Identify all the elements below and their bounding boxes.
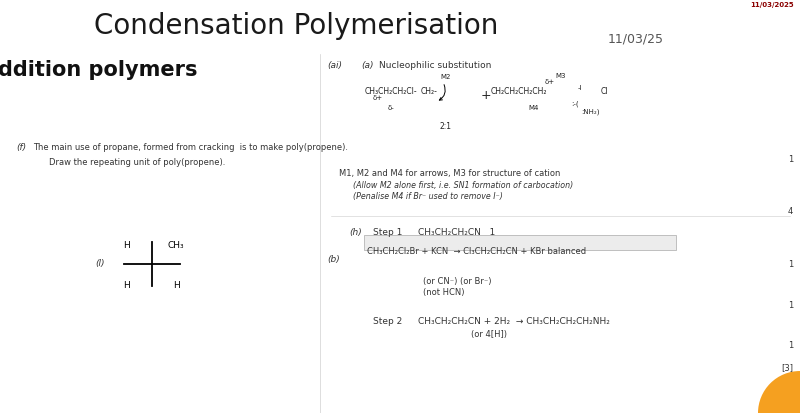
Text: -I: -I	[578, 85, 582, 91]
Text: Step 2: Step 2	[373, 316, 402, 325]
FancyArrowPatch shape	[439, 85, 445, 101]
Text: CH₃: CH₃	[168, 240, 184, 249]
Text: δ+: δ+	[373, 95, 383, 101]
Text: [3]: [3]	[781, 362, 793, 371]
Text: Step 1: Step 1	[373, 228, 402, 237]
Text: 1: 1	[788, 300, 793, 309]
Text: δ+: δ+	[545, 79, 555, 85]
Text: :-(: :-(	[571, 100, 578, 106]
Text: (ai): (ai)	[327, 61, 342, 70]
Text: M1, M2 and M4 for arrows, M3 for structure of cation: M1, M2 and M4 for arrows, M3 for structu…	[339, 169, 560, 178]
Text: (Penalise M4 if Br⁻ used to remove I⁻): (Penalise M4 if Br⁻ used to remove I⁻)	[353, 192, 503, 201]
Text: CH₃CH₂CH₂CN   1: CH₃CH₂CH₂CN 1	[418, 228, 495, 237]
Text: (h): (h)	[349, 228, 362, 237]
Text: 4: 4	[788, 206, 793, 216]
Text: (or CN⁻) (or Br⁻): (or CN⁻) (or Br⁻)	[423, 276, 491, 285]
FancyBboxPatch shape	[364, 235, 676, 250]
Text: CH₃CH₂CH₂Cl-: CH₃CH₂CH₂Cl-	[365, 87, 418, 96]
Text: Cl: Cl	[601, 87, 609, 96]
Text: :NH₂): :NH₂)	[581, 108, 599, 114]
Text: δ-: δ-	[388, 105, 394, 111]
Text: H: H	[122, 240, 130, 249]
Text: (a): (a)	[361, 61, 374, 70]
Text: M2: M2	[440, 74, 450, 80]
Text: H: H	[173, 280, 179, 289]
Text: 11/03/25: 11/03/25	[608, 32, 664, 45]
Text: ddition polymers: ddition polymers	[0, 60, 198, 80]
Text: (not HCN): (not HCN)	[423, 287, 465, 296]
Text: Nucleophilic substitution: Nucleophilic substitution	[379, 61, 491, 70]
Text: The main use of propane, formed from cracking  is to make poly(propene).: The main use of propane, formed from cra…	[33, 143, 348, 152]
Text: M3: M3	[555, 73, 566, 79]
Text: M4: M4	[528, 105, 538, 111]
Text: CH₃CH₂Cl₂Br + KCN  → Cl₃CH₂CH₂CN + KBr balanced: CH₃CH₂Cl₂Br + KCN → Cl₃CH₂CH₂CN + KBr ba…	[367, 247, 586, 255]
Text: 1: 1	[788, 259, 793, 268]
Text: Condensation Polymerisation: Condensation Polymerisation	[94, 12, 498, 40]
Text: 11/03/2025: 11/03/2025	[750, 2, 794, 8]
Text: (b): (b)	[327, 254, 340, 263]
Text: CH₃CH₂CH₂CN + 2H₂  → CH₃CH₂CH₂CH₂NH₂: CH₃CH₂CH₂CN + 2H₂ → CH₃CH₂CH₂CH₂NH₂	[418, 316, 610, 325]
Text: 1: 1	[788, 340, 793, 349]
Text: (or 4[H]): (or 4[H])	[471, 329, 507, 338]
Text: Draw the repeating unit of poly(propene).: Draw the repeating unit of poly(propene)…	[49, 158, 226, 166]
Text: CH₂-: CH₂-	[421, 87, 438, 96]
Text: CH₂CH₂CH₂CH₂: CH₂CH₂CH₂CH₂	[491, 87, 547, 96]
Text: (l): (l)	[95, 258, 105, 267]
Text: +: +	[481, 89, 492, 102]
Text: 2:1: 2:1	[439, 122, 451, 131]
Wedge shape	[758, 371, 800, 413]
Text: 1: 1	[788, 155, 793, 164]
Text: (f): (f)	[16, 143, 26, 152]
Text: H: H	[122, 280, 130, 289]
Text: (Allow M2 alone first, i.e. SN1 formation of carbocation): (Allow M2 alone first, i.e. SN1 formatio…	[353, 180, 574, 190]
